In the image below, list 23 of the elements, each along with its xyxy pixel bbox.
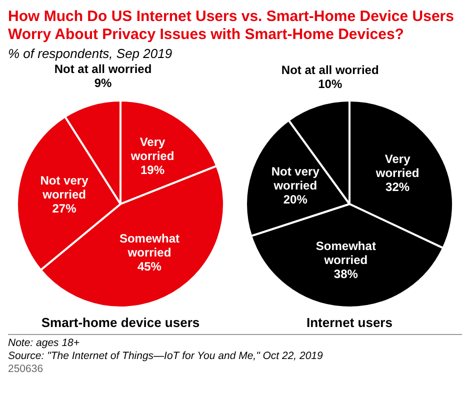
chart-subtitle: % of respondents, Sep 2019 — [8, 46, 174, 61]
text: Note: ages 18+ — [8, 337, 81, 350]
data-label: 20% — [283, 192, 308, 207]
slice-label: Not very worried — [40, 173, 89, 202]
data-label: 38% — [334, 267, 358, 282]
slice-label: Not at all worried — [281, 62, 379, 77]
text: Smart-home device users — [40, 315, 201, 330]
data-label: 32% — [386, 180, 410, 194]
slice-label: Not very worried — [271, 164, 320, 193]
data-label: 10% — [318, 76, 342, 91]
chart-title: How Much Do US Internet Users vs. Smart-Home Device Users Worry About Privacy Issues with Smart-Home Devices? — [8, 8, 455, 44]
slice-label: Somewhat worried — [316, 239, 376, 268]
slice-label: Not at all worried — [54, 62, 152, 76]
data-label: 19% — [140, 163, 165, 178]
source-note: Source: "The Internet of Things—IoT for You and Me," Oct 22, 2019 — [8, 350, 324, 363]
data-label: 45% — [137, 259, 162, 274]
slice-label: Very worried — [130, 135, 174, 164]
text: 250636 — [8, 363, 44, 376]
slice-label: Somewhat worried — [119, 231, 180, 260]
slice-label: Very worried — [374, 152, 420, 180]
text: Internet users — [306, 315, 394, 330]
data-label: 9% — [94, 76, 112, 90]
data-label: 27% — [52, 201, 77, 216]
